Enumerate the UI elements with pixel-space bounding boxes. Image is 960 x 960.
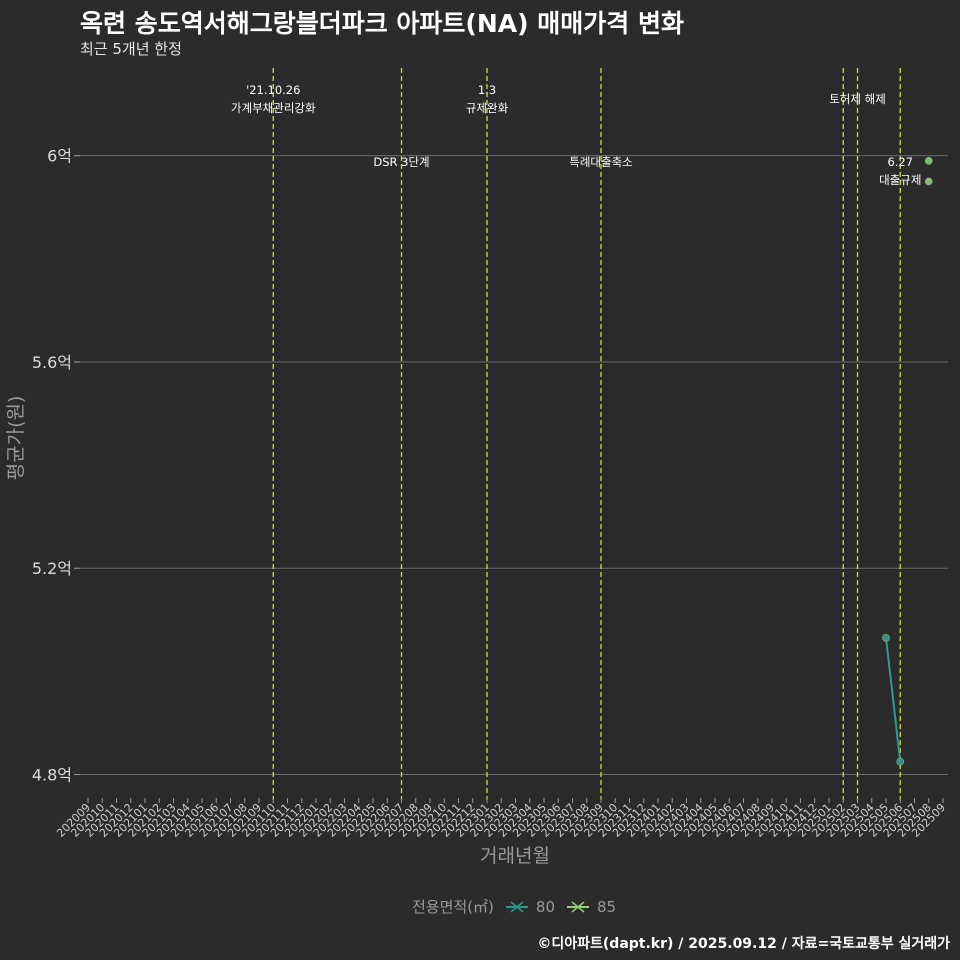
legend-item-85: 85	[565, 898, 616, 916]
data-point-85	[924, 156, 933, 165]
event-label: 가계부채관리강화	[231, 101, 316, 115]
event-label: 6.27	[887, 155, 913, 169]
legend-swatch-80	[505, 900, 528, 913]
event-label: 토허제 해제	[829, 92, 886, 106]
legend-swatch-85	[567, 900, 589, 913]
x-axis-label: 거래년월	[480, 845, 550, 867]
legend-title: 전용면적(㎡)	[412, 898, 494, 916]
event-label: 1.3	[478, 83, 496, 97]
legend: 전용면적(㎡) 80 85	[412, 896, 616, 917]
source-caption: ©디아파트(dapt.kr) / 2025.09.12 / 자료=국토교통부 실…	[537, 936, 950, 952]
data-point-80	[896, 757, 905, 766]
legend-label-80: 80	[535, 897, 555, 916]
y-tick-label: 5.6억	[32, 353, 72, 372]
y-tick-label: 6억	[47, 147, 72, 166]
chart-title: 옥련 송도역서해그랑블더파크 아파트(NA) 매매가격 변화	[80, 9, 684, 38]
chart-subtitle: 최근 5개년 한정	[80, 40, 182, 58]
event-label: 대출규제	[879, 173, 921, 187]
series-line-80	[885, 637, 902, 762]
y-tick-label: 5.2억	[32, 559, 72, 578]
y-axis-label: 평균가(원)	[5, 396, 27, 481]
event-label: 규제완화	[466, 101, 509, 115]
data-point-85	[924, 177, 933, 186]
event-label: '21.10.26	[246, 83, 300, 97]
legend-label-85: 85	[597, 897, 617, 916]
event-label: DSR 3단계	[373, 155, 429, 169]
legend-item-80: 80	[504, 898, 555, 916]
y-tick-label: 4.8억	[32, 766, 72, 785]
event-label: 특례대출축소	[569, 155, 632, 169]
data-point-80	[882, 633, 890, 642]
